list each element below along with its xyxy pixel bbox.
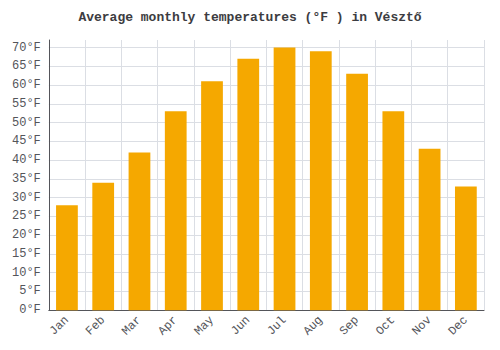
svg-text:May: May: [192, 313, 217, 338]
svg-text:Sep: Sep: [337, 313, 362, 338]
svg-text:Jun: Jun: [228, 313, 253, 338]
svg-text:40°F: 40°F: [12, 153, 41, 167]
svg-text:10°F: 10°F: [12, 266, 41, 280]
svg-text:55°F: 55°F: [12, 97, 41, 111]
svg-text:Average monthly temperatures (: Average monthly temperatures (°F ) in Vé…: [78, 10, 421, 25]
svg-text:30°F: 30°F: [12, 191, 41, 205]
svg-text:Apr: Apr: [156, 313, 181, 338]
svg-text:60°F: 60°F: [12, 78, 41, 92]
svg-text:45°F: 45°F: [12, 134, 41, 148]
svg-text:70°F: 70°F: [12, 41, 41, 55]
svg-text:Dec: Dec: [446, 313, 471, 338]
svg-text:Jan: Jan: [47, 313, 72, 338]
svg-text:Feb: Feb: [83, 313, 108, 338]
svg-text:Aug: Aug: [301, 313, 326, 338]
svg-text:Mar: Mar: [119, 313, 144, 338]
svg-text:65°F: 65°F: [12, 59, 41, 73]
svg-text:Oct: Oct: [373, 313, 398, 338]
svg-text:5°F: 5°F: [19, 284, 41, 298]
svg-text:15°F: 15°F: [12, 247, 41, 261]
svg-text:20°F: 20°F: [12, 228, 41, 242]
svg-text:Jul: Jul: [264, 313, 289, 338]
svg-text:0°F: 0°F: [19, 303, 41, 317]
svg-text:35°F: 35°F: [12, 172, 41, 186]
svg-text:Nov: Nov: [409, 313, 434, 338]
svg-text:25°F: 25°F: [12, 209, 41, 223]
svg-text:50°F: 50°F: [12, 116, 41, 130]
